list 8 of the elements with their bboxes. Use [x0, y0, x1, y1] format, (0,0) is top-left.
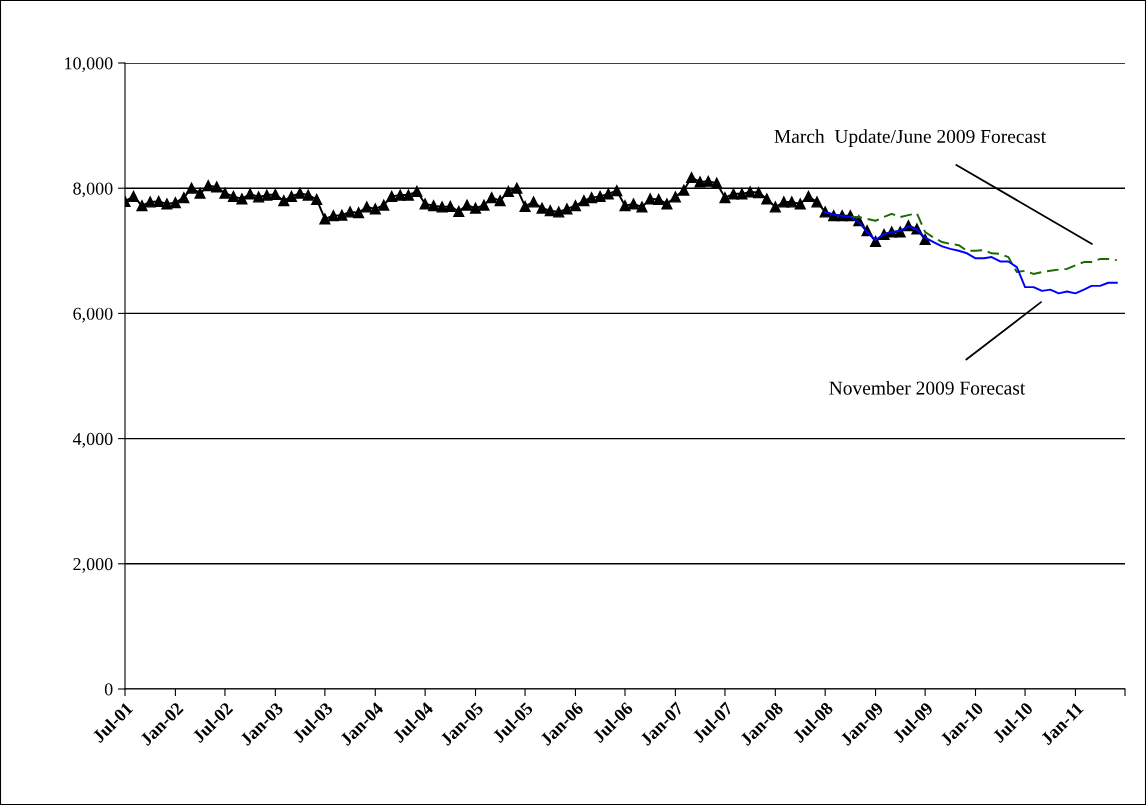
y-tick-label: 0 — [104, 683, 113, 696]
annotation: November 2009 Forecast — [829, 380, 1026, 395]
annotation: March Update/June 2009 Forecast — [774, 129, 1046, 147]
y-tick-label: 8,000 — [73, 182, 113, 198]
y-tick-label: 6,000 — [73, 307, 113, 323]
y-tick-label: 10,000 — [65, 57, 113, 73]
y-tick-label: 4,000 — [72, 432, 113, 448]
y-tick-label: 2,000 — [73, 558, 113, 573]
